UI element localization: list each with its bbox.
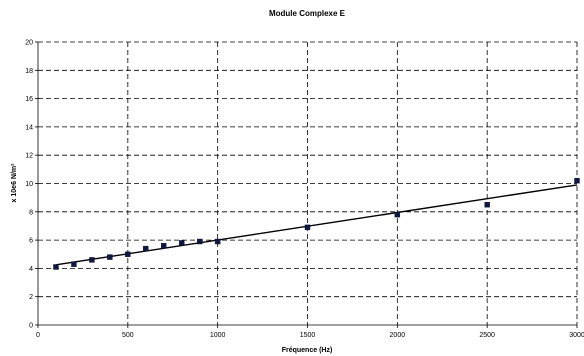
y-tick-label: 18 [25,68,33,75]
data-point [179,240,185,246]
y-tick-label: 8 [29,209,33,216]
data-point [394,211,401,218]
data-point [53,264,59,270]
y-tick-label: 2 [29,294,33,301]
y-tick-label: 12 [25,153,33,160]
axes [35,41,578,328]
chart-title: Module Complexe E [269,9,346,18]
data-point [71,261,77,267]
x-tick-label: 500 [122,332,134,339]
data-point [304,224,311,231]
x-tick-label: 0 [36,332,40,339]
data-point [161,243,167,249]
data-points [53,177,580,270]
y-tick-label: 20 [25,40,33,47]
grid [38,41,578,325]
y-axis-label: x 10e6 N/m² [11,163,18,203]
x-tick-labels: 0 500 1000 1500 2000 2500 3000 [36,332,584,339]
data-point [214,238,221,245]
data-point [107,254,113,260]
x-tick-label: 1500 [300,332,316,339]
x-tick-label: 1000 [210,332,226,339]
x-tick-label: 3000 [569,332,584,339]
data-point [484,202,490,208]
data-point [143,245,149,252]
x-axis-label: Fréquence (Hz) [282,347,333,354]
y-tick-label: 14 [25,124,33,131]
y-tick-label: 4 [29,266,33,273]
data-point [125,251,131,257]
trendline [55,184,578,266]
trendline-line [55,184,578,266]
data-point [89,257,95,263]
y-tick-label: 16 [25,96,33,103]
y-tick-labels: 0 2 4 6 8 10 12 14 16 18 20 [25,40,33,330]
data-point [196,238,203,245]
y-tick-label: 10 [25,181,33,188]
data-point [574,177,580,184]
x-tick-label: 2000 [390,332,406,339]
y-tick-label: 0 [29,323,33,330]
x-tick-label: 2500 [479,332,495,339]
y-tick-label: 6 [29,238,33,245]
